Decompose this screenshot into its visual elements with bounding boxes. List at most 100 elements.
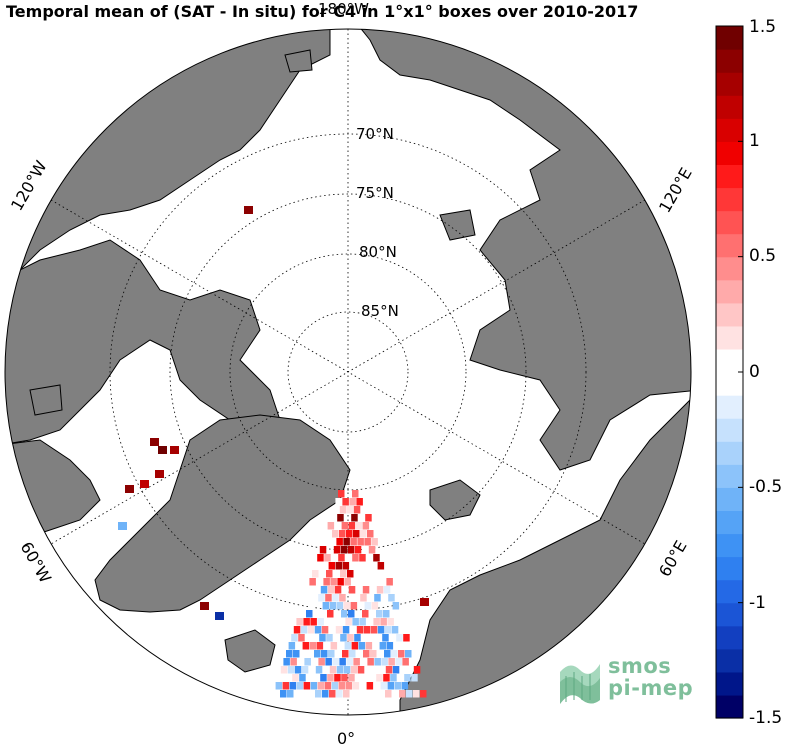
data-cell — [280, 666, 288, 674]
data-cell — [383, 610, 390, 618]
data-cell — [368, 546, 376, 554]
data-cell — [333, 546, 341, 554]
colorbar-segment — [716, 187, 743, 212]
data-cell — [342, 650, 349, 658]
colorbar-segment — [716, 694, 743, 719]
colorbar-segment — [716, 302, 743, 327]
data-cell — [333, 634, 340, 642]
data-cell — [335, 650, 342, 658]
data-cell — [306, 674, 313, 682]
data-cell — [335, 562, 343, 570]
data-cell — [292, 674, 299, 682]
data-cell — [317, 554, 324, 562]
data-cell — [375, 570, 382, 578]
data-cell — [350, 666, 358, 674]
data-cell — [367, 658, 374, 666]
data-cell — [376, 610, 383, 618]
data-cell — [353, 658, 360, 666]
data-cell — [400, 642, 408, 650]
data-cell — [348, 610, 355, 618]
data-cell — [388, 658, 395, 666]
data-cell — [343, 690, 350, 698]
data-cell — [336, 690, 343, 698]
data-cell — [314, 626, 322, 634]
data-cell — [405, 650, 412, 658]
data-cell — [312, 570, 319, 578]
data-cell — [345, 682, 353, 690]
data-cell — [355, 522, 363, 530]
data-cell — [150, 438, 159, 446]
land-iceland — [224, 629, 276, 673]
colorbar-tick-0: 0 — [749, 362, 760, 382]
map-title: Temporal mean of (SAT - In situ) for C4 … — [6, 2, 639, 21]
data-cell — [324, 554, 331, 562]
data-cell — [337, 578, 344, 586]
data-cell — [383, 586, 391, 594]
data-cell — [351, 514, 358, 522]
data-cell — [373, 554, 380, 562]
colorbar-segment — [716, 233, 743, 258]
data-cell — [356, 626, 364, 634]
data-cell — [305, 634, 312, 642]
data-cell — [158, 446, 167, 454]
lon-label-120w: 120°W — [7, 157, 51, 214]
data-cell — [388, 594, 395, 602]
lon-label-120e: 120°E — [655, 164, 696, 216]
data-cell — [399, 690, 406, 698]
data-cell — [293, 626, 301, 634]
data-cell — [327, 586, 335, 594]
data-cell — [155, 470, 164, 478]
data-cell — [320, 674, 327, 682]
colorbar — [716, 25, 743, 719]
data-cell — [339, 506, 347, 514]
data-cell — [327, 522, 335, 530]
data-cell — [330, 578, 337, 586]
data-cell — [335, 498, 342, 506]
data-cell — [379, 578, 386, 586]
data-cell — [341, 586, 349, 594]
data-cell — [325, 658, 332, 666]
data-cell — [338, 682, 346, 690]
colorbar-segment — [716, 487, 743, 511]
lat-circle-80 — [229, 253, 467, 491]
data-cell — [394, 682, 402, 690]
data-cell — [339, 530, 346, 538]
lon-label-180: 180°W — [318, 0, 369, 18]
data-cell — [319, 570, 326, 578]
data-cell — [299, 674, 306, 682]
data-cell — [386, 578, 393, 586]
data-cell — [322, 690, 329, 698]
data-cell — [334, 674, 341, 682]
data-cell — [340, 570, 347, 578]
data-cell — [294, 666, 302, 674]
data-cell — [357, 690, 364, 698]
data-cell — [350, 602, 358, 610]
data-cell — [358, 578, 365, 586]
data-cell — [322, 602, 330, 610]
data-cell — [377, 626, 385, 634]
data-cell — [318, 658, 325, 666]
data-cell — [384, 650, 391, 658]
data-cell — [406, 690, 413, 698]
data-cell — [330, 642, 338, 650]
data-cell — [282, 682, 290, 690]
lat-circle-85 — [287, 311, 409, 433]
data-cell — [307, 626, 315, 634]
data-cell — [343, 538, 350, 546]
data-cell — [374, 658, 381, 666]
data-cell — [125, 485, 134, 493]
data-cell — [391, 626, 399, 634]
lat-label-85: 85°N — [361, 302, 399, 320]
data-cell — [354, 634, 361, 642]
data-cell — [355, 586, 363, 594]
data-cell — [313, 586, 321, 594]
data-cell — [387, 682, 395, 690]
data-cell — [328, 626, 336, 634]
data-cell — [339, 594, 346, 602]
data-cell — [348, 522, 356, 530]
data-cell — [289, 682, 297, 690]
data-cells — [118, 206, 429, 698]
data-cell — [357, 666, 365, 674]
data-cell — [344, 578, 351, 586]
data-cell — [373, 618, 380, 626]
